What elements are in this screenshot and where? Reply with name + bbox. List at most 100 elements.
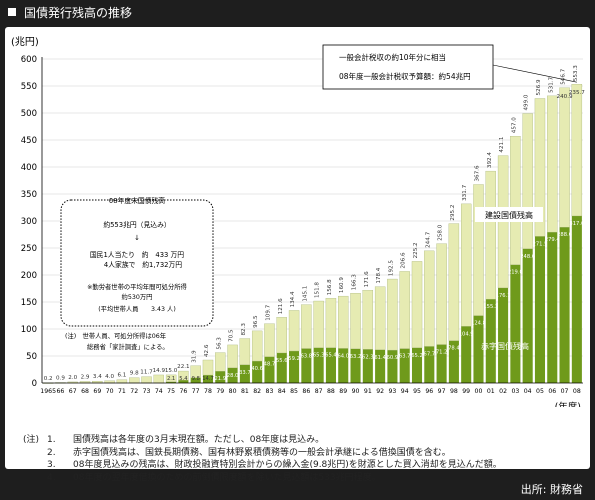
x-tick-label: 97 [438, 388, 446, 395]
total-label: 295.2 [450, 205, 456, 221]
total-label: 70.5 [229, 329, 235, 342]
construction-bar [227, 344, 238, 369]
y-tick-label: 200 [21, 271, 37, 281]
deficit-bar [510, 264, 521, 383]
down-arrow-icon: ↓ [134, 234, 140, 242]
total-label: 553.3 [573, 65, 579, 81]
construction-bar [522, 113, 533, 249]
construction-bar [547, 95, 558, 233]
total-label: 6.1 [117, 373, 126, 379]
deficit-bar [215, 371, 226, 383]
callout-box [322, 44, 494, 90]
x-tick-label: 82 [253, 388, 261, 395]
deficit-label: 64.0 [337, 353, 349, 359]
construction-bar [288, 310, 300, 352]
construction-bar [374, 286, 386, 350]
construction-bar [251, 330, 263, 362]
x-tick-label: 95 [413, 388, 421, 395]
construction-bar [448, 223, 460, 341]
x-tick-label: 81 [241, 388, 249, 395]
x-tick-label: 92 [376, 388, 384, 395]
x-tick-label: 86 [302, 388, 310, 395]
x-tick-label: 90 [352, 388, 360, 395]
deficit-bar [338, 348, 349, 383]
construction-bar [178, 370, 189, 381]
deficit-label: 63.2 [350, 354, 362, 360]
x-tick-label: 06 [548, 388, 556, 395]
deficit-label: 60.9 [387, 355, 399, 361]
construction-series-label: 建設国債残高 [485, 210, 533, 220]
deficit-bar [190, 377, 201, 383]
total-label: 160.9 [339, 277, 345, 293]
total-label: 82.3 [241, 323, 247, 336]
y-tick-label: 400 [21, 163, 37, 173]
x-tick-label: 72 [130, 388, 138, 395]
construction-bar [559, 87, 570, 228]
debt-chart: 0.2 0.9 2.0 2.9 3.4 4.0 6.1 9.8 11.7 14.9 15.02.12… [11, 36, 585, 407]
deficit-label: 63.8 [301, 354, 313, 360]
deficit-bar [473, 315, 484, 383]
x-tick-label: 02 [499, 388, 507, 395]
x-tick-label: 77 [192, 388, 200, 395]
x-tick-label: 69 [93, 388, 101, 395]
deficit-label: 317.6 [569, 221, 584, 227]
footnote-2: 2. 赤字国債残高は、国鉄長期債務、国有林野累積債務等の一般会計承継による借換国債… [23, 447, 502, 460]
total-label: 14.9 [153, 368, 166, 374]
total-label: 9.8 [130, 371, 139, 377]
construction-bar [473, 184, 484, 316]
deficit-bar [411, 347, 423, 383]
footnote-text: 赤字国債残高は、国鉄長期債務、国有林野累積債務等の一般会計承継による借換国債を含… [73, 447, 451, 458]
info-box-per-household: 4人家族で 約1,732万円 [104, 260, 182, 269]
total-label: 15.0 [165, 368, 178, 374]
total-label: 421.1 [499, 136, 505, 152]
footnote-3: 3. 08年度見込みの残高は、財政投融資特別会計からの繰入金(9.8兆円)を財源と… [23, 459, 502, 472]
total-label: 134.4 [290, 291, 296, 307]
construction-bar [338, 295, 349, 349]
construction-bar [387, 278, 398, 351]
total-label: 171.6 [364, 271, 370, 287]
y-tick-label: 100 [21, 325, 37, 335]
total-label: 258.0 [438, 224, 444, 240]
total-label: 156.8 [327, 279, 333, 295]
x-tick-label: 67 [69, 388, 77, 395]
x-tick-label: 75 [167, 388, 175, 395]
x-tick-label: 76 [179, 388, 187, 395]
construction-bar [362, 290, 374, 350]
total-label: 2.0 [68, 375, 77, 381]
deficit-bar [399, 348, 410, 383]
footnote-4: 4. 08年度の翌年度借換のための前倒債限度額を除いた見込額は533兆円程度。 [23, 472, 502, 485]
x-tick-label: 66 [57, 388, 65, 395]
deficit-label: 5.4 [179, 376, 188, 382]
construction-bar [325, 298, 337, 348]
deficit-series-label: 赤字国債残高 [481, 341, 529, 351]
info-box-wage-note: ※勤労者世帯の平均年間可処分所得 [87, 282, 187, 291]
total-label: 392.4 [487, 152, 493, 168]
x-tick-label: 88 [327, 388, 335, 395]
callout-line-1: 一般会計税収の約10年分に相当 [339, 52, 446, 62]
construction-label: 240.9 [557, 94, 573, 100]
total-label: 526.9 [536, 79, 542, 95]
x-tick-label: 1965 [40, 388, 56, 395]
total-label: 96.5 [253, 315, 259, 328]
deficit-bar [276, 352, 287, 383]
total-label: 457.0 [511, 117, 517, 133]
deficit-label: 67.7 [424, 351, 436, 357]
y-tick-label: 300 [21, 217, 37, 227]
callout-leader [492, 64, 577, 83]
x-tick-label: 68 [81, 388, 89, 395]
info-box-per-person: 国民1人当たり 約 433 万円 [90, 250, 184, 259]
footnotes: (注) 1. 国債残高は各年度の3月末現在額。ただし、08年度は見込み。 2. 赤字国… [23, 434, 502, 484]
y-tick-label: 450 [21, 136, 37, 146]
y-tick-label: 600 [21, 55, 37, 65]
deficit-label: 14.7 [202, 376, 214, 382]
annotations: 一般会計税収の約10年分に相当 08年度一般会計税収予算額：約54兆円 08年度末国… [60, 44, 577, 351]
y-tick-label: 0 [32, 379, 37, 389]
x-tick-label: 05 [536, 388, 544, 395]
x-tick-label: 89 [339, 388, 347, 395]
total-label: 244.7 [425, 231, 431, 247]
x-tick-label: 08 [573, 388, 581, 395]
x-tick-label: 84 [278, 388, 286, 395]
total-label: 206.6 [401, 252, 407, 268]
deficit-bar [227, 367, 238, 383]
deficit-bar [498, 287, 509, 383]
